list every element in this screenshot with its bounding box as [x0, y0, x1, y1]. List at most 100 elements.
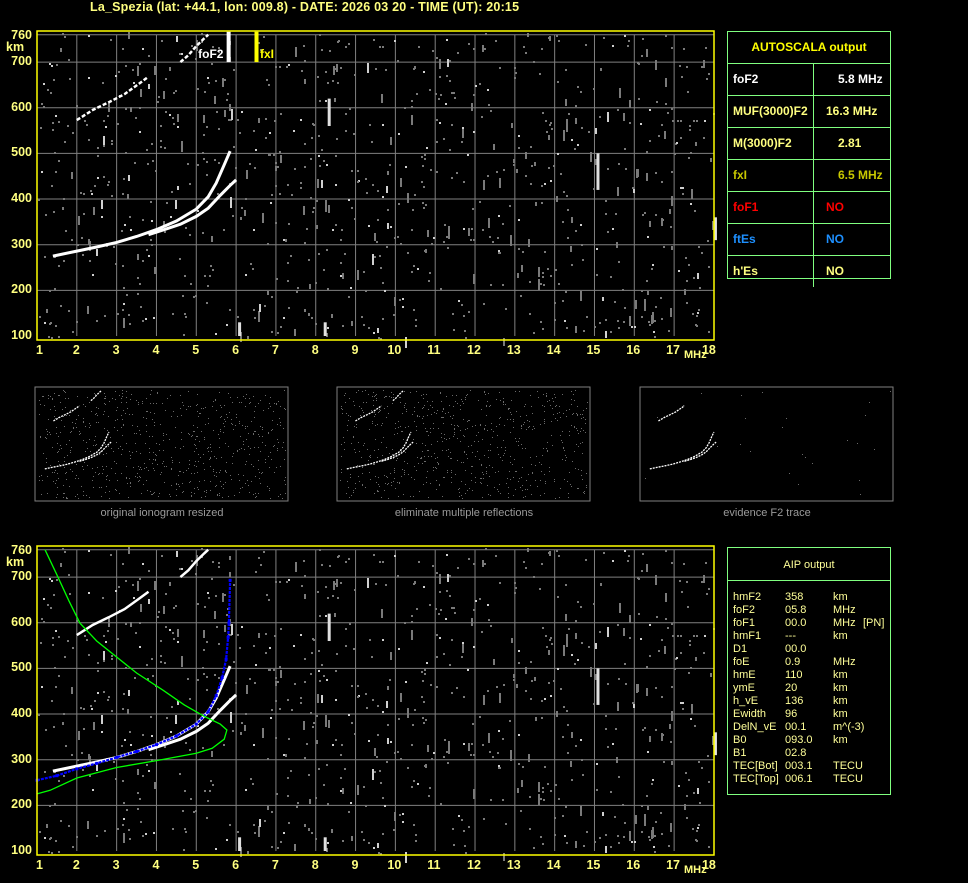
noise-echo [569, 435, 570, 436]
noise-echo [563, 645, 565, 656]
noise-echo [580, 91, 582, 93]
noise-echo [470, 754, 472, 756]
noise-echo [585, 44, 587, 46]
noise-echo [479, 598, 481, 600]
noise-echo [708, 73, 710, 75]
noise-echo [273, 446, 274, 447]
aip-row-hmF2: hmF2 358 km [728, 591, 890, 604]
noise-echo [404, 107, 406, 109]
noise-echo [60, 563, 62, 567]
noise-echo [363, 412, 364, 413]
noise-echo [169, 494, 170, 495]
noise-echo [436, 686, 438, 688]
noise-echo [542, 791, 544, 793]
noise-echo [325, 100, 327, 102]
noise-echo [438, 463, 439, 464]
noise-echo [206, 302, 208, 304]
noise-echo [448, 226, 450, 232]
noise-echo [231, 479, 232, 480]
noise-echo [271, 811, 273, 813]
noise-echo [569, 472, 570, 473]
noise-echo [205, 424, 206, 425]
autoscala-row-MUF(3000)F2: MUF(3000)F2 16.3 MHz [728, 96, 890, 128]
x-tick-label: 12 [467, 858, 481, 872]
marker-label-fxI: fxI [260, 47, 275, 61]
noise-echo [400, 426, 401, 427]
noise-echo [382, 639, 384, 641]
noise-echo [407, 767, 409, 769]
noise-echo [671, 686, 673, 688]
noise-echo [492, 756, 494, 758]
noise-echo [231, 419, 232, 420]
noise-echo [206, 126, 208, 128]
noise-echo [457, 460, 458, 461]
noise-echo [265, 137, 267, 139]
noise-echo [444, 477, 445, 478]
noise-echo [211, 751, 213, 757]
noise-echo [543, 448, 544, 449]
x-tick-label: 2 [72, 858, 80, 872]
noise-echo [68, 59, 70, 61]
noise-echo [553, 401, 554, 402]
noise-echo [181, 53, 183, 55]
noise-echo [503, 404, 504, 405]
noise-echo [557, 668, 559, 670]
noise-echo [70, 452, 71, 453]
noise-echo [297, 802, 299, 804]
noise-echo [488, 104, 490, 106]
noise-echo [303, 45, 305, 47]
noise-echo [465, 399, 466, 400]
y-tick-label: 300 [11, 751, 32, 766]
noise-echo [654, 320, 656, 322]
noise-echo [400, 449, 401, 450]
noise-echo [436, 57, 438, 59]
noise-echo [127, 194, 129, 199]
x-trace-trace [148, 178, 238, 237]
noise-echo [163, 221, 165, 226]
noise-echo [467, 669, 469, 671]
noise-echo [279, 666, 281, 668]
noise-echo [218, 162, 220, 164]
noise-echo [116, 463, 117, 464]
noise-echo [624, 663, 626, 665]
noise-echo [847, 440, 848, 441]
noise-echo [179, 462, 180, 463]
noise-echo [88, 35, 90, 37]
noise-echo [362, 410, 363, 411]
noise-echo [216, 410, 217, 411]
noise-echo [125, 108, 127, 110]
noise-echo [47, 89, 49, 91]
o-trace-trace [52, 150, 232, 258]
noise-echo [545, 120, 547, 122]
noise-echo [210, 466, 211, 467]
noise-echo [56, 579, 58, 581]
noise-echo [468, 446, 469, 447]
x-tick-label: 9 [351, 343, 359, 357]
noise-echo [138, 481, 139, 482]
noise-echo [447, 762, 449, 764]
noise-echo [522, 251, 524, 253]
noise-echo [280, 155, 282, 163]
noise-echo [535, 480, 536, 481]
noise-echo [270, 397, 271, 398]
noise-echo [288, 307, 290, 309]
noise-echo [199, 441, 200, 442]
noise-echo [137, 254, 139, 260]
noise-echo [583, 845, 585, 847]
noise-echo [276, 278, 278, 280]
noise-echo [78, 498, 79, 499]
noise-echo [356, 427, 357, 428]
noise-echo [279, 151, 281, 153]
noise-echo [530, 395, 531, 396]
noise-echo [189, 183, 191, 185]
noise-echo [455, 474, 456, 475]
noise-echo [301, 585, 303, 587]
noise-echo [53, 594, 55, 596]
noise-echo [384, 397, 385, 398]
thumbnail-border [639, 386, 894, 502]
noise-echo [203, 408, 204, 409]
plot-border [36, 30, 715, 341]
noise-echo [571, 732, 573, 738]
noise-echo [411, 106, 413, 108]
noise-echo [53, 481, 54, 482]
